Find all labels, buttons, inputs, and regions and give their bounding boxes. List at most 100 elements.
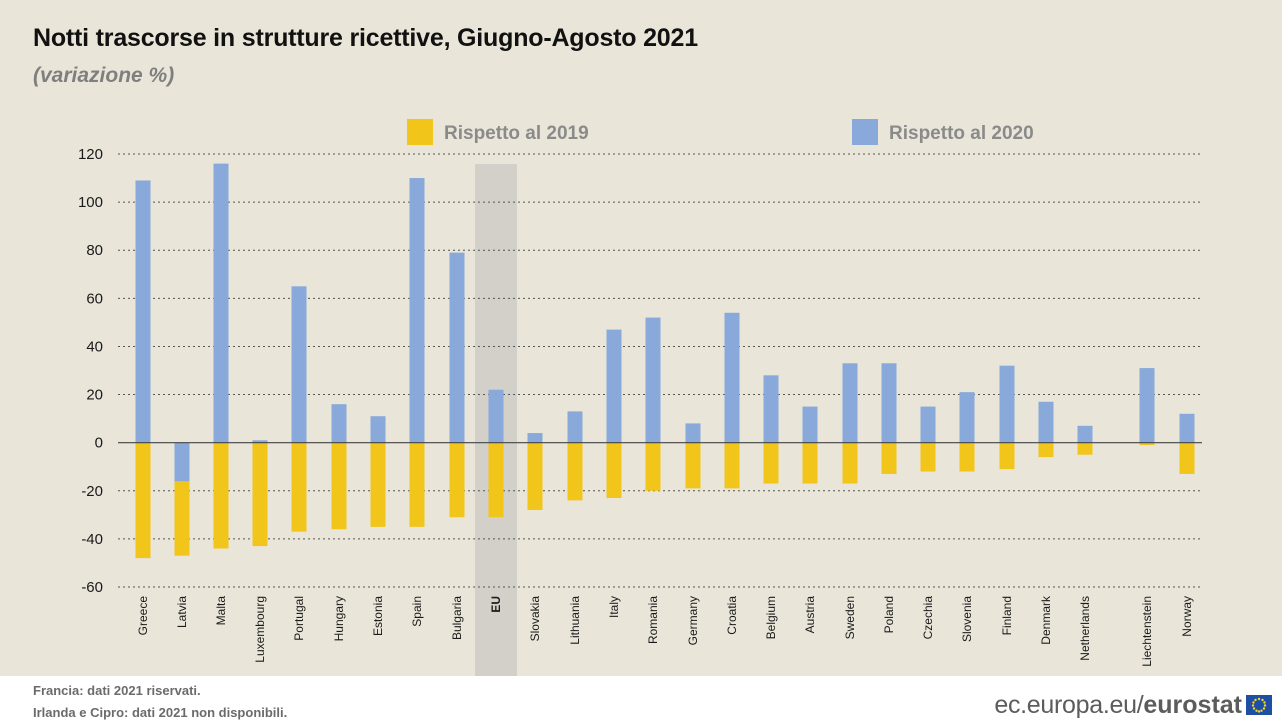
bar-2019-croatia [724, 442, 740, 489]
bar-2020-sweden [842, 363, 858, 443]
legend-2019-label: Rispetto al 2019 [444, 123, 589, 144]
bar-2020-estonia [370, 416, 386, 443]
chart-subtitle: (variazione %) [33, 64, 175, 87]
bar-2020-liechtenstein [1139, 368, 1155, 443]
bar-2020-denmark [1038, 401, 1054, 443]
x-tick-label: Poland [882, 596, 896, 633]
bar-2019-liechtenstein [1139, 442, 1155, 446]
y-tick-label: 120 [78, 146, 103, 163]
bar-2019-romania [645, 442, 661, 491]
bar-2020-norway [1179, 413, 1195, 443]
x-tick-label: Lithuania [568, 596, 582, 645]
bar-2019-poland [881, 442, 897, 474]
bar-2019-italy [606, 442, 622, 498]
bar-2019-bulgaria [449, 442, 465, 518]
bar-2019-germany [685, 442, 701, 489]
x-tick-label: Greece [136, 596, 150, 636]
bar-2019-greece [135, 442, 151, 559]
bar-2020-bulgaria [449, 252, 465, 443]
bar-2020-hungary [331, 404, 347, 443]
bar-2020-belgium [763, 375, 779, 443]
y-tick-label: -20 [81, 483, 103, 500]
y-tick-label: 60 [86, 290, 103, 307]
bar-2019-denmark [1038, 442, 1054, 458]
legend-2020-swatch [852, 119, 878, 145]
legend-2020-label: Rispetto al 2020 [889, 123, 1034, 144]
logo-brand: eurostat [1143, 690, 1242, 719]
bar-2019-netherlands [1077, 442, 1093, 455]
x-tick-label: Austria [803, 596, 817, 634]
x-tick-label: Slovenia [960, 596, 974, 642]
eu-flag-icon [1246, 695, 1272, 715]
y-tick-label: -60 [81, 579, 103, 596]
x-tick-label: Norway [1180, 596, 1194, 637]
footnotes: Francia: dati 2021 riservati. Irlanda e … [33, 680, 287, 724]
bar-2020-malta [213, 163, 229, 443]
x-tick-label: Romania [646, 596, 660, 644]
footnote-france: Francia: dati 2021 riservati. [33, 683, 201, 698]
x-tick-label: Czechia [921, 596, 935, 640]
bar-2020-finland [999, 365, 1015, 443]
chart-panel: Notti trascorse in strutture ricettive, … [0, 0, 1282, 676]
x-tick-label: Denmark [1039, 595, 1053, 645]
chart-title: Notti trascorse in strutture ricettive, … [33, 24, 698, 52]
x-tick-label: Italy [607, 596, 621, 618]
bar-2019-slovakia [527, 442, 543, 511]
bar-2020-croatia [724, 312, 740, 443]
x-tick-label: Sweden [843, 596, 857, 639]
x-tick-label: Germany [686, 596, 700, 645]
y-tick-label: 80 [86, 242, 103, 259]
eurostat-logo: ec.europa.eu/eurostat [994, 690, 1272, 719]
y-tick-label: 0 [95, 435, 103, 452]
bar-2019-sweden [842, 442, 858, 484]
x-tick-label: EU [489, 596, 503, 613]
y-tick-label: 40 [86, 338, 103, 355]
bar-2019-austria [802, 442, 818, 484]
bar-2020-netherlands [1077, 425, 1093, 443]
x-tick-label: Finland [1000, 596, 1014, 635]
bar-2020-greece [135, 180, 151, 443]
x-tick-label: Estonia [371, 596, 385, 636]
bar-2020-poland [881, 363, 897, 443]
bar-2019-belgium [763, 442, 779, 484]
x-tick-label: Luxembourg [253, 596, 267, 663]
bar-2019-estonia [370, 442, 386, 527]
x-tick-label: Bulgaria [450, 596, 464, 640]
y-tick-label: 20 [86, 387, 103, 404]
bar-chart: -60 -40 -20 0 20 40 60 80 100 120 Greece Latvia Mal… [78, 119, 1202, 676]
bar-2019-portugal [291, 442, 307, 532]
bar-2019-spain [409, 442, 425, 527]
bar-2020-czechia [920, 406, 936, 443]
x-tick-label: Portugal [292, 596, 306, 641]
bar-2019-malta [213, 442, 229, 549]
x-tick-label: Malta [214, 596, 228, 626]
bar-2020-lithuania [567, 411, 583, 443]
legend-2019-swatch [407, 119, 433, 145]
x-tick-label: Belgium [764, 596, 778, 639]
bar-2019-finland [999, 442, 1015, 470]
bar-2020-spain [409, 178, 425, 443]
x-tick-label: Liechtenstein [1140, 596, 1154, 667]
bar-2020-luxembourg [252, 440, 268, 443]
bar-2019-lithuania [567, 442, 583, 501]
x-tick-label: Hungary [332, 596, 346, 641]
x-tick-label: Spain [410, 596, 424, 627]
bar-2019-luxembourg [252, 442, 268, 547]
footnote-ireland-cyprus: Irlanda e Cipro: dati 2021 non disponibi… [33, 705, 288, 720]
y-tick-label: -40 [81, 531, 103, 548]
bar-2019-eu [488, 442, 504, 518]
bar-2020-slovakia [527, 433, 543, 443]
bar-2020-portugal [291, 286, 307, 443]
logo-domain: ec.europa.eu/ [994, 690, 1144, 719]
bar-2020-italy [606, 329, 622, 443]
x-tick-label: Croatia [725, 596, 739, 635]
bar-2019-norway [1179, 442, 1195, 474]
bar-2020-germany [685, 423, 701, 443]
bar-2019-slovenia [959, 442, 975, 472]
bar-2020-latvia [174, 442, 190, 482]
bar-2019-hungary [331, 442, 347, 530]
x-tick-label: Slovakia [528, 596, 542, 642]
bar-2019-czechia [920, 442, 936, 472]
x-tick-label: Netherlands [1078, 596, 1092, 661]
bar-2020-austria [802, 406, 818, 443]
